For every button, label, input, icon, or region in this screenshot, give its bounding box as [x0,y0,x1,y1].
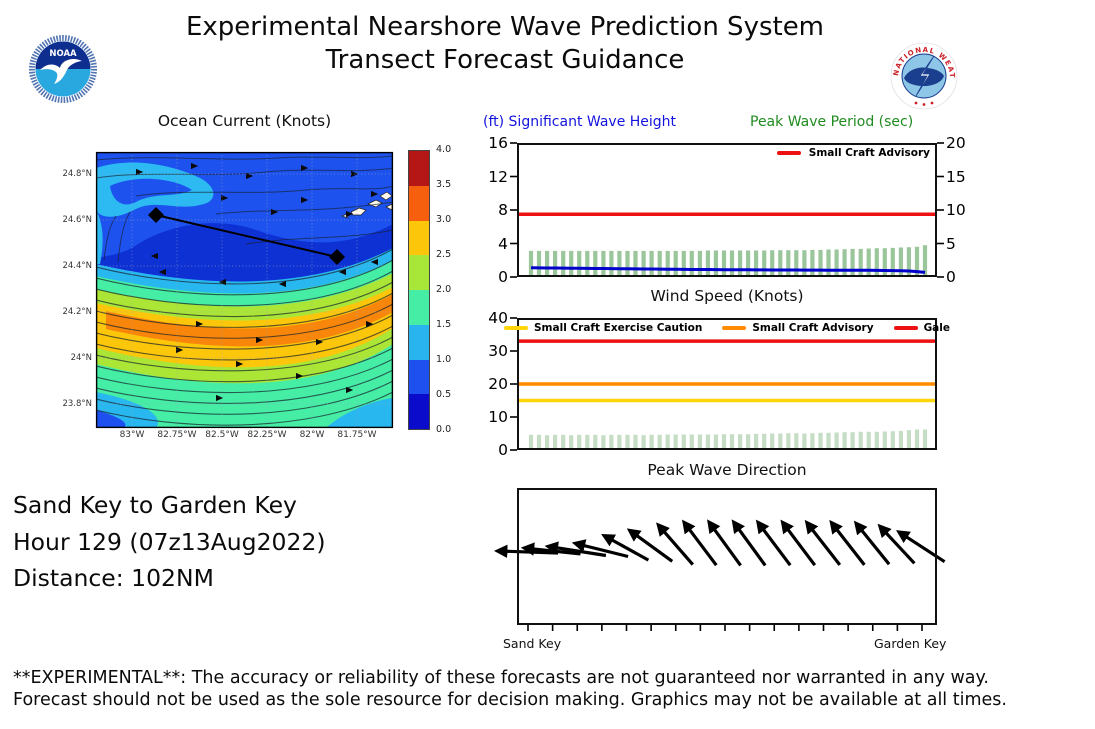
noaa-logo-text: NOAA [49,49,77,59]
right-axis-tick: 15 [946,167,966,186]
left-axis-tick: 0 [498,268,508,286]
lon-tick-label: 82.5°W [205,430,239,440]
advisory-swatch [722,326,747,330]
wave-height-axis-title: (ft) Significant Wave Height [483,114,677,130]
advisory-label: Small Craft Advisory [752,322,874,334]
wave-direction-title: Peak Wave Direction [647,461,807,479]
right-axis-tick: 0 [946,268,956,286]
page-title-line1: Experimental Nearshore Wave Prediction S… [185,12,825,42]
small-craft-advisory-swatch [776,151,801,155]
left-axis-tick: 4 [498,234,508,253]
lon-tick-label: 82.75°W [157,430,197,440]
caution-label: Small Craft Exercise Caution [534,322,703,334]
small-craft-advisory-label: Small Craft Advisory [808,147,930,159]
colorbar-tick-label: 0.5 [436,389,452,400]
colorbar-segment [409,255,429,290]
colorbar-tick-label: 3.5 [436,179,452,190]
legend-item-gale: Gale [893,322,950,334]
lat-tick-label: 23.8°N [62,399,92,409]
lat-tick-label: 24.6°N [62,215,92,225]
map-title: Ocean Current (Knots) [157,112,332,130]
colorbar-tick-label: 2.5 [436,249,452,260]
right-axis-tick: 5 [946,234,956,253]
legend-item-caution: Small Craft Exercise Caution [504,322,702,334]
wave-chart-legend: Small Craft Advisory [746,147,930,159]
lat-tick-label: 24.2°N [62,307,92,317]
left-axis-tick: 8 [498,201,508,219]
lon-tick-label: 82°W [299,430,325,440]
colorbar [408,150,430,430]
lon-tick-label: 83°W [119,430,145,440]
nws-logo-dots [914,101,934,106]
colorbar-segment [409,220,429,256]
disclaimer-line2: Forecast should not be used as the sole … [13,689,1007,710]
wave-period-axis-title: Peak Wave Period (sec) [750,114,914,130]
legend-item-advisory: Small Craft Advisory [722,322,874,334]
colorbar-tick-label: 4.0 [436,144,452,155]
gale-label: Gale [923,322,950,334]
colorbar-labels: 4.0 3.5 3.0 2.5 2.0 1.5 1.0 0.5 0.0 [436,144,468,435]
wind-chart-legend: Small Craft Exercise Caution Small Craft… [504,322,950,334]
left-axis-tick: 16 [488,134,508,152]
colorbar-segment [409,394,429,429]
colorbar-tick-label: 2.0 [436,284,452,295]
colorbar-tick-label: 0.0 [436,424,452,435]
lat-tick-label: 24.4°N [62,261,92,271]
disclaimer-line1: **EXPERIMENTAL**: The accuracy or reliab… [13,668,989,688]
left-axis-tick: 12 [488,167,508,186]
band-streamlines [96,248,393,426]
left-axis-tick: 10 [488,408,508,426]
colorbar-segment [409,290,429,325]
colorbar-segment [409,185,429,221]
gale-swatch [893,326,918,330]
left-axis-tick: 0 [498,441,508,459]
noaa-logo: NOAA [29,35,97,103]
map-lat-axis: 24.8°N 24.6°N 24.4°N 24.2°N 24°N 23.8°N [48,152,92,428]
colorbar-segment [409,359,429,395]
colorbar-tick-label: 1.5 [436,319,452,330]
ocean-current-map [95,151,394,429]
upper-streamlines [96,155,393,263]
left-axis-tick: 40 [488,309,508,327]
right-axis-tick: 20 [946,134,966,152]
wave-chart-left-ticks: 0 4 8 12 16 [468,134,508,286]
caution-swatch [504,326,528,330]
lon-tick-label: 82.25°W [247,430,287,440]
colorbar-tick-label: 1.0 [436,354,452,365]
wave-chart-right-ticks: 0 5 10 15 20 [946,134,986,286]
transect-hour: Hour 129 (07z13Aug2022) [13,527,326,556]
lat-tick-label: 24°N [70,353,92,363]
map-lon-axis: 83°W 82.75°W 82.5°W 82.25°W 82°W 81.75°W [96,430,393,444]
wind-speed-chart [510,317,937,451]
lon-tick-label: 81.75°W [337,430,377,440]
nws-logo: NATIONAL WEATHER SERVICE [886,36,958,110]
transect-route: Sand Key to Garden Key [13,491,297,519]
garden-key-label: Garden Key [874,636,947,651]
right-axis-tick: 10 [946,201,966,219]
lat-tick-label: 24.8°N [62,169,92,179]
wind-speed-title: Wind Speed (Knots) [650,287,804,305]
flow-arrowheads [136,162,379,402]
colorbar-segment [409,324,429,360]
transect-info: Sand Key to Garden Key Hour 129 (07z13Au… [13,487,326,597]
transect-line [148,207,345,265]
page-title-line2: Transect Forecast Guidance [325,45,685,75]
sand-key-label: Sand Key [503,636,562,651]
wind-chart-left-ticks: 0 10 20 30 40 [468,309,508,459]
left-axis-tick: 20 [488,375,508,393]
colorbar-tick-label: 3.0 [436,214,452,225]
left-axis-tick: 30 [488,342,508,360]
colorbar-segment [409,151,429,186]
disclaimer: **EXPERIMENTAL**: The accuracy or reliab… [13,668,1007,711]
wave-direction-chart [493,488,946,631]
wave-height-period-chart [510,142,944,278]
transect-distance: Distance: 102NM [13,564,214,592]
